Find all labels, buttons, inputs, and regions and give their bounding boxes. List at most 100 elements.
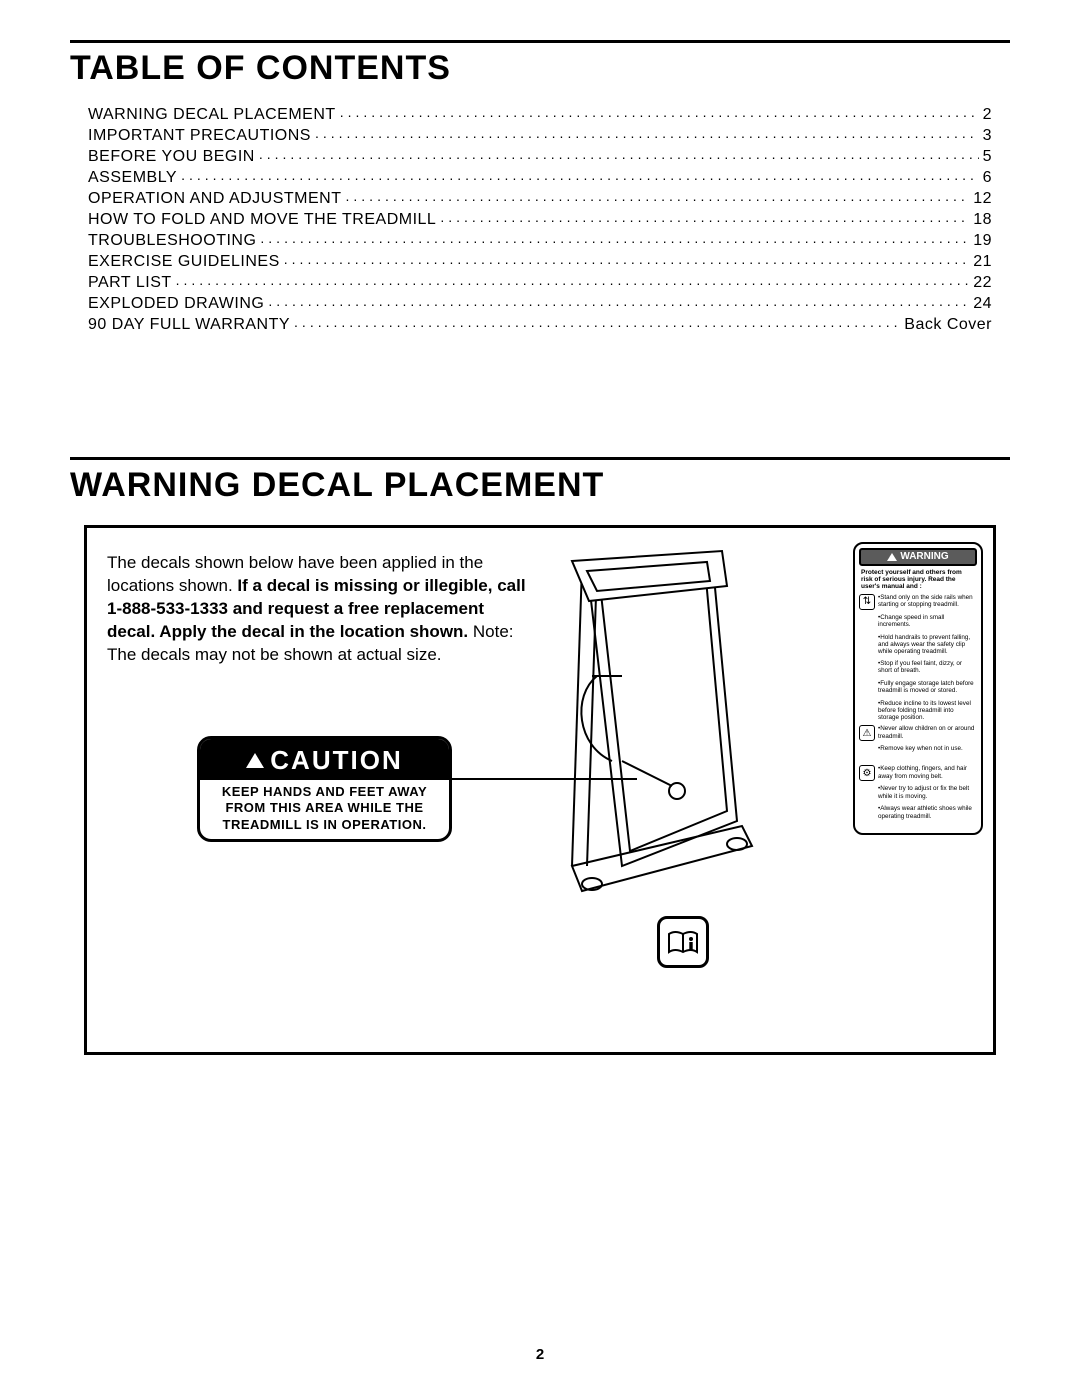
warning-item: •Hold handrails to prevent falling, and … bbox=[859, 634, 977, 656]
toc-label: EXERCISE GUIDELINES bbox=[88, 253, 284, 271]
placement-intro: The decals shown below have been applied… bbox=[107, 552, 527, 667]
warning-item-text: •Stand only on the side rails when start… bbox=[878, 594, 977, 608]
warning-item-text: •Never try to adjust or fix the belt whi… bbox=[878, 785, 977, 799]
warning-item: •Always wear athletic shoes while operat… bbox=[859, 805, 977, 821]
toc-label: BEFORE YOU BEGIN bbox=[88, 148, 259, 166]
caution-line3: TREADMILL IS IN OPERATION. bbox=[206, 817, 443, 833]
warning-item-text: •Reduce incline to its lowest level befo… bbox=[878, 700, 977, 722]
toc-page: 18 bbox=[969, 211, 992, 229]
toc-title: TABLE OF CONTENTS bbox=[70, 49, 1010, 88]
toc-leader-dots: ........................................… bbox=[315, 125, 979, 141]
blank-icon bbox=[859, 634, 875, 650]
toc-page: 12 bbox=[969, 190, 992, 208]
warning-item: •Stop if you feel faint, dizzy, or short… bbox=[859, 660, 977, 676]
warning-item-text: •Keep clothing, fingers, and hair away f… bbox=[878, 765, 977, 779]
toc-row: WARNING DECAL PLACEMENT.................… bbox=[88, 106, 992, 124]
toc-page: Back Cover bbox=[900, 316, 992, 334]
toc-row: 90 DAY FULL WARRANTY....................… bbox=[88, 316, 992, 334]
warning-item-text: •Never allow children on or around tread… bbox=[878, 725, 977, 739]
placement-top-rule bbox=[70, 457, 1010, 460]
toc-page: 19 bbox=[969, 232, 992, 250]
toc-page: 6 bbox=[979, 169, 992, 187]
caution-word: CAUTION bbox=[270, 745, 402, 776]
belt-icon: ⚙ bbox=[859, 765, 875, 781]
table-of-contents: WARNING DECAL PLACEMENT.................… bbox=[88, 106, 992, 334]
toc-label: WARNING DECAL PLACEMENT bbox=[88, 106, 340, 124]
toc-label: HOW TO FOLD AND MOVE THE TREADMILL bbox=[88, 211, 440, 229]
warning-item: ⚠•Never allow children on or around trea… bbox=[859, 725, 977, 741]
rails-icon: ⇅ bbox=[859, 594, 875, 610]
toc-row: BEFORE YOU BEGIN........................… bbox=[88, 148, 992, 166]
toc-page: 3 bbox=[979, 127, 992, 145]
toc-page: 5 bbox=[979, 148, 992, 166]
toc-leader-dots: ........................................… bbox=[440, 209, 969, 225]
caution-header: CAUTION bbox=[200, 739, 449, 780]
warning-item-text: •Change speed in small increments. bbox=[878, 614, 977, 628]
blank-icon bbox=[859, 805, 875, 821]
diagram-area: CAUTION KEEP HANDS AND FEET AWAY FROM TH… bbox=[527, 546, 973, 1032]
toc-row: TROUBLESHOOTING.........................… bbox=[88, 232, 992, 250]
toc-row: PART LIST...............................… bbox=[88, 274, 992, 292]
blank-icon bbox=[859, 785, 875, 801]
warning-item: •Never try to adjust or fix the belt whi… bbox=[859, 785, 977, 801]
warning-item-text: •Hold handrails to prevent falling, and … bbox=[878, 634, 977, 656]
treadmill-illustration bbox=[527, 546, 797, 916]
toc-leader-dots: ........................................… bbox=[346, 188, 970, 204]
toc-page: 2 bbox=[979, 106, 992, 124]
toc-label: EXPLODED DRAWING bbox=[88, 295, 268, 313]
toc-leader-dots: ........................................… bbox=[259, 146, 979, 162]
toc-page: 24 bbox=[969, 295, 992, 313]
caution-line2: FROM THIS AREA WHILE THE bbox=[206, 800, 443, 816]
warning-item-text: •Fully engage storage latch before tread… bbox=[878, 680, 977, 694]
toc-label: ASSEMBLY bbox=[88, 169, 181, 187]
caution-decal: CAUTION KEEP HANDS AND FEET AWAY FROM TH… bbox=[197, 736, 452, 842]
warning-item-text: •Remove key when not in use. bbox=[878, 745, 977, 752]
toc-row: EXERCISE GUIDELINES.....................… bbox=[88, 253, 992, 271]
blank-icon bbox=[859, 660, 875, 676]
toc-label: PART LIST bbox=[88, 274, 176, 292]
warning-header: WARNING bbox=[859, 548, 977, 566]
toc-row: OPERATION AND ADJUSTMENT................… bbox=[88, 190, 992, 208]
toc-leader-dots: ........................................… bbox=[284, 251, 969, 267]
toc-page: 21 bbox=[969, 253, 992, 271]
warning-word: WARNING bbox=[900, 551, 948, 563]
toc-label: TROUBLESHOOTING bbox=[88, 232, 260, 250]
toc-label: 90 DAY FULL WARRANTY bbox=[88, 316, 294, 334]
placement-title: WARNING DECAL PLACEMENT bbox=[70, 466, 1010, 505]
caution-body: KEEP HANDS AND FEET AWAY FROM THIS AREA … bbox=[200, 780, 449, 839]
toc-leader-dots: ........................................… bbox=[181, 167, 979, 183]
toc-row: EXPLODED DRAWING........................… bbox=[88, 295, 992, 313]
caution-line1: KEEP HANDS AND FEET AWAY bbox=[206, 784, 443, 800]
warning-triangle-icon bbox=[246, 753, 264, 768]
warning-item: •Fully engage storage latch before tread… bbox=[859, 680, 977, 696]
warning-item-text: •Stop if you feel faint, dizzy, or short… bbox=[878, 660, 977, 674]
toc-leader-dots: ........................................… bbox=[268, 293, 969, 309]
child-icon: ⚠ bbox=[859, 725, 875, 741]
toc-leader-dots: ........................................… bbox=[176, 272, 970, 288]
blank-icon bbox=[859, 745, 875, 761]
blank-icon bbox=[859, 614, 875, 630]
warning-intro: Protect yourself and others from risk of… bbox=[859, 569, 977, 591]
warning-item-text: •Always wear athletic shoes while operat… bbox=[878, 805, 977, 819]
toc-leader-dots: ........................................… bbox=[294, 314, 900, 330]
warning-item: •Change speed in small increments. bbox=[859, 614, 977, 630]
placement-box: The decals shown below have been applied… bbox=[84, 525, 996, 1055]
warning-triangle-icon bbox=[887, 553, 897, 561]
caution-leader-line bbox=[452, 778, 637, 780]
warning-item: ⚙•Keep clothing, fingers, and hair away … bbox=[859, 765, 977, 781]
warning-item: •Reduce incline to its lowest level befo… bbox=[859, 700, 977, 722]
manual-icon bbox=[657, 916, 709, 968]
warning-item: ⇅•Stand only on the side rails when star… bbox=[859, 594, 977, 610]
page-number: 2 bbox=[0, 1346, 1080, 1363]
warning-item: •Remove key when not in use. bbox=[859, 745, 977, 761]
warning-list: ⇅•Stand only on the side rails when star… bbox=[859, 594, 977, 821]
toc-row: HOW TO FOLD AND MOVE THE TREADMILL......… bbox=[88, 211, 992, 229]
warning-decal: WARNING Protect yourself and others from… bbox=[853, 542, 983, 835]
toc-page: 22 bbox=[969, 274, 992, 292]
blank-icon bbox=[859, 680, 875, 696]
toc-top-rule bbox=[70, 40, 1010, 43]
toc-row: ASSEMBLY................................… bbox=[88, 169, 992, 187]
toc-leader-dots: ........................................… bbox=[340, 104, 979, 120]
toc-label: IMPORTANT PRECAUTIONS bbox=[88, 127, 315, 145]
toc-row: IMPORTANT PRECAUTIONS...................… bbox=[88, 127, 992, 145]
